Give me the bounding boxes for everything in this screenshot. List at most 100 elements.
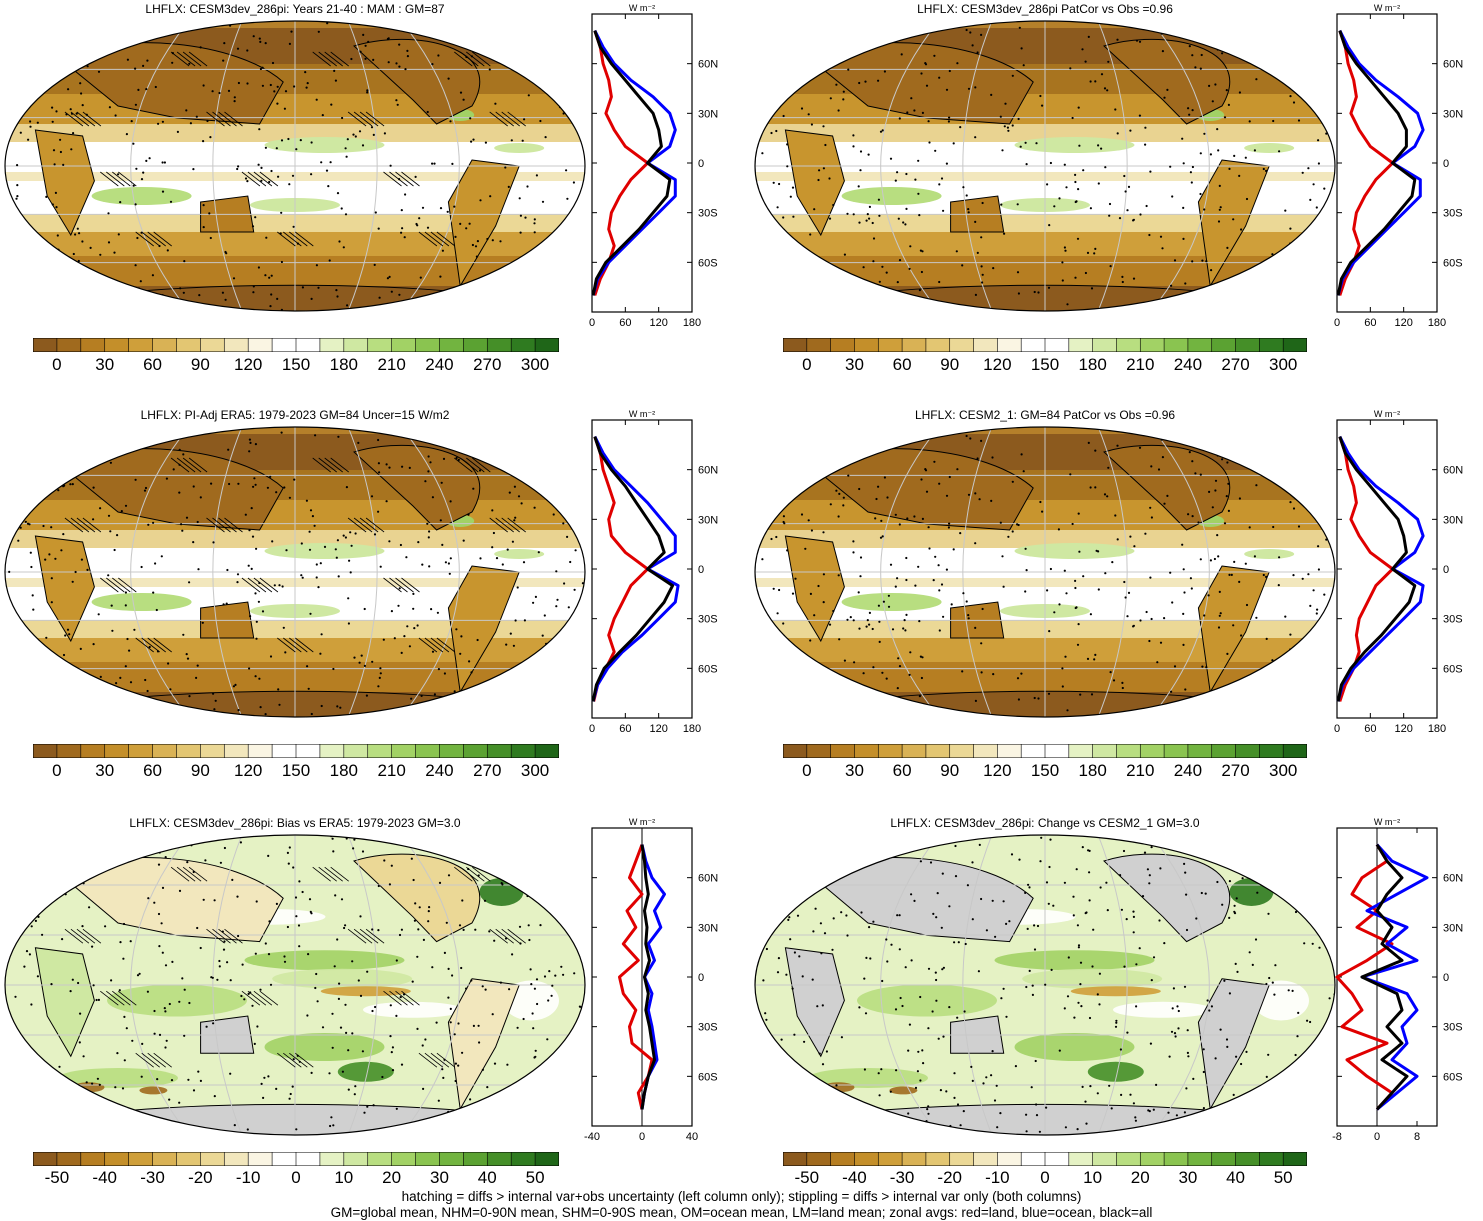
- colorbar-tick-label: 0: [802, 355, 812, 374]
- zonal-x-tick-label: -8: [1332, 1131, 1342, 1143]
- colorbar-tick-label: -10: [235, 1168, 261, 1187]
- zonal-plot-p1: W m⁻² 0 60 120 180 60N 30N 0 30S 60S: [589, 3, 718, 329]
- zonal-series-line: [1335, 843, 1394, 1111]
- zonal-x-tick-label: -40: [584, 1131, 600, 1143]
- zonal-x-tick-label: 60: [619, 317, 631, 329]
- colorbar-tick-label: 90: [190, 355, 210, 374]
- colorbar-p2: [783, 338, 1307, 352]
- zonal-x-tick-label: 60: [619, 723, 631, 735]
- zonal-x-tick-label: 60: [1364, 317, 1376, 329]
- zonal-lat-tick-label: 30N: [1443, 108, 1463, 120]
- zonal-lat-tick-label: 60N: [1443, 873, 1463, 885]
- zonal-x-tick-label: 8: [1414, 1131, 1420, 1143]
- zonal-unit-label: W m⁻²: [1374, 3, 1400, 13]
- colorbar-tick-label: 300: [520, 761, 550, 780]
- colorbar-tick-label: -10: [985, 1168, 1010, 1187]
- zonal-unit-label: W m⁻²: [629, 817, 655, 827]
- colorbar-tick-label: 210: [1126, 761, 1155, 780]
- zonal-plot-p6: W m⁻² -8 0 8 60N 30N 0 30S 60S: [1332, 817, 1463, 1143]
- colorbar-tick-label: 30: [95, 761, 115, 780]
- colorbar-labels-p5: -50 -40 -30 -20 -10 0 10 20 30 40 50: [33, 1168, 559, 1190]
- footer-line-1: hatching = diffs > internal var+obs unce…: [401, 1189, 1082, 1204]
- zonal-lat-tick-label: 30S: [1443, 208, 1463, 220]
- colorbar-tick-label: 90: [940, 355, 960, 374]
- zonal-lat-tick-label: 60S: [698, 257, 718, 269]
- colorbar-tick-label: -40: [92, 1168, 118, 1187]
- colorbar-tick-label: 30: [844, 761, 864, 780]
- zonal-lat-tick-label: 60S: [698, 1071, 718, 1083]
- zonal-x-tick-label: 0: [589, 723, 595, 735]
- zonal-x-tick-label: 180: [1428, 317, 1446, 329]
- colorbar-tick-label: 240: [1173, 761, 1203, 780]
- zonal-series-line: [591, 30, 672, 296]
- colorbar-tick-label: -40: [842, 1168, 867, 1187]
- zonal-lat-tick-label: 30S: [1443, 1022, 1463, 1034]
- zonal-lat-tick-label: 30N: [1443, 514, 1463, 526]
- colorbar-tick-label: 270: [473, 761, 502, 780]
- colorbar-tick-label: 180: [329, 761, 358, 780]
- zonal-series-line: [1336, 30, 1417, 296]
- colorbar-tick-label: 0: [1040, 1168, 1050, 1187]
- map-p3: [4, 426, 586, 718]
- zonal-lat-tick-label: 60N: [1443, 59, 1463, 71]
- colorbar-labels-p6: -50 -40 -30 -20 -10 0 10 20 30 40 50: [783, 1168, 1307, 1190]
- zonal-x-tick-label: 120: [649, 723, 667, 735]
- colorbar-tick-label: 90: [940, 761, 960, 780]
- zonal-lat-tick-label: 30S: [1443, 614, 1463, 626]
- zonal-lat-tick-label: 60N: [698, 59, 718, 71]
- zonal-x-tick-label: 0: [1334, 723, 1340, 735]
- colorbar-tick-label: 240: [425, 355, 454, 374]
- zonal-series-line: [1360, 843, 1409, 1111]
- map-p1: [4, 20, 586, 312]
- colorbar-tick-label: 20: [382, 1168, 402, 1187]
- zonal-series-line: [640, 844, 656, 1110]
- zonal-lat-tick-label: 0: [698, 564, 704, 576]
- colorbar-tick-label: 120: [233, 761, 263, 780]
- colorbar-tick-label: 120: [983, 761, 1012, 780]
- colorbar-p6: [783, 1152, 1307, 1166]
- zonal-unit-label: W m⁻²: [1374, 817, 1400, 827]
- zonal-unit-label: W m⁻²: [1374, 409, 1400, 419]
- colorbar-tick-label: 240: [1173, 355, 1203, 374]
- colorbar-tick-label: 60: [892, 761, 912, 780]
- colorbar-tick-label: 0: [291, 1168, 301, 1187]
- zonal-plot-p5: W m⁻² -40 0 40 60N 30N 0 30S 60S: [584, 817, 718, 1143]
- zonal-lat-tick-label: 30S: [698, 1022, 718, 1034]
- colorbar-tick-label: -50: [44, 1168, 70, 1187]
- colorbar-tick-label: -50: [794, 1168, 820, 1187]
- zonal-lat-tick-label: 60N: [698, 873, 718, 885]
- zonal-x-tick-label: 120: [1394, 317, 1412, 329]
- zonal-x-tick-label: 40: [686, 1131, 698, 1143]
- colorbar-p5: [33, 1152, 559, 1166]
- colorbar-labels-p4: 0 30 60 90 120 150 180 210 240 270 300: [783, 761, 1307, 783]
- colorbar-tick-label: 0: [52, 761, 62, 780]
- zonal-x-tick-label: 120: [1394, 723, 1412, 735]
- panel-title-p5: LHFLX: CESM3dev_286pi: Bias vs ERA5: 197…: [129, 816, 461, 830]
- panel-title-p1: LHFLX: CESM3dev_286pi: Years 21-40 : MAM…: [145, 2, 445, 16]
- colorbar-labels-p3: 0 30 60 90 120 150 180 210 240 270 300: [33, 761, 559, 783]
- colorbar-tick-label: 30: [1178, 1168, 1198, 1187]
- colorbar-tick-label: 0: [52, 355, 62, 374]
- colorbar-tick-label: 270: [1221, 355, 1250, 374]
- zonal-lat-tick-label: 0: [1443, 972, 1449, 984]
- zonal-unit-label: W m⁻²: [629, 409, 655, 419]
- zonal-plot-p3: W m⁻² 0 60 120 180 60N 30N 0 30S 60S: [589, 409, 718, 735]
- zonal-lat-tick-label: 60S: [1443, 1071, 1463, 1083]
- colorbar-tick-label: 300: [1268, 761, 1298, 780]
- colorbar-tick-label: 20: [1130, 1168, 1150, 1187]
- colorbar-tick-label: 150: [281, 355, 311, 374]
- colorbar-tick-label: 60: [143, 355, 162, 374]
- colorbar-tick-label: -30: [889, 1168, 915, 1187]
- footer-line-2: GM=global mean, NHM=0-90N mean, SHM=0-90…: [330, 1205, 1153, 1220]
- map-p2: [754, 20, 1336, 312]
- colorbar-tick-label: 30: [429, 1168, 449, 1187]
- zonal-x-tick-label: 0: [1374, 1131, 1380, 1143]
- colorbar-tick-label: 90: [190, 761, 210, 780]
- zonal-lat-tick-label: 60S: [1443, 257, 1463, 269]
- zonal-x-tick-label: 180: [683, 317, 701, 329]
- panel-title-p2: LHFLX: CESM3dev_286pi PatCor vs Obs =0.9…: [917, 2, 1173, 16]
- zonal-plot-p2: W m⁻² 0 60 120 180 60N 30N 0 30S 60S: [1334, 3, 1463, 329]
- zonal-lat-tick-label: 0: [698, 972, 704, 984]
- zonal-x-tick-label: 0: [1334, 317, 1340, 329]
- colorbar-tick-label: 270: [473, 355, 502, 374]
